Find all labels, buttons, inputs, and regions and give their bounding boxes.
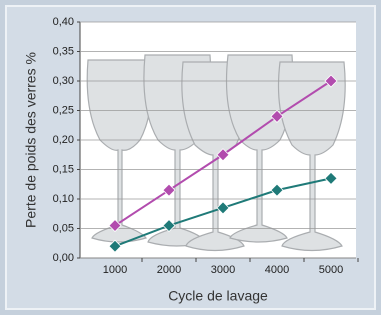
y-tick-label: 0,30 (53, 75, 74, 87)
x-tick-label: 2000 (157, 264, 181, 276)
chart: Perte de poids des verres % Cycle de lav… (0, 0, 381, 315)
x-axis-title: Cycle de lavage (168, 288, 268, 304)
y-tick-label: 0,10 (53, 193, 74, 205)
page: {"chart_data": {"type": "line", "y_label… (0, 0, 381, 315)
x-tick-label: 5000 (319, 264, 343, 276)
y-tick-label: 0,05 (53, 222, 74, 234)
y-tick-label: 0,20 (53, 134, 74, 146)
y-tick-label: 0,00 (53, 252, 74, 264)
y-tick-label: 0,15 (53, 163, 74, 175)
y-tick-label: 0,40 (53, 16, 74, 28)
y-axis-title: Perte de poids des verres % (23, 52, 39, 228)
x-tick-label: 3000 (211, 264, 235, 276)
x-tick-label: 4000 (265, 264, 289, 276)
y-tick-label: 0,25 (53, 104, 74, 116)
x-tick-label: 1000 (103, 264, 127, 276)
y-tick-label: 0,35 (53, 45, 74, 57)
